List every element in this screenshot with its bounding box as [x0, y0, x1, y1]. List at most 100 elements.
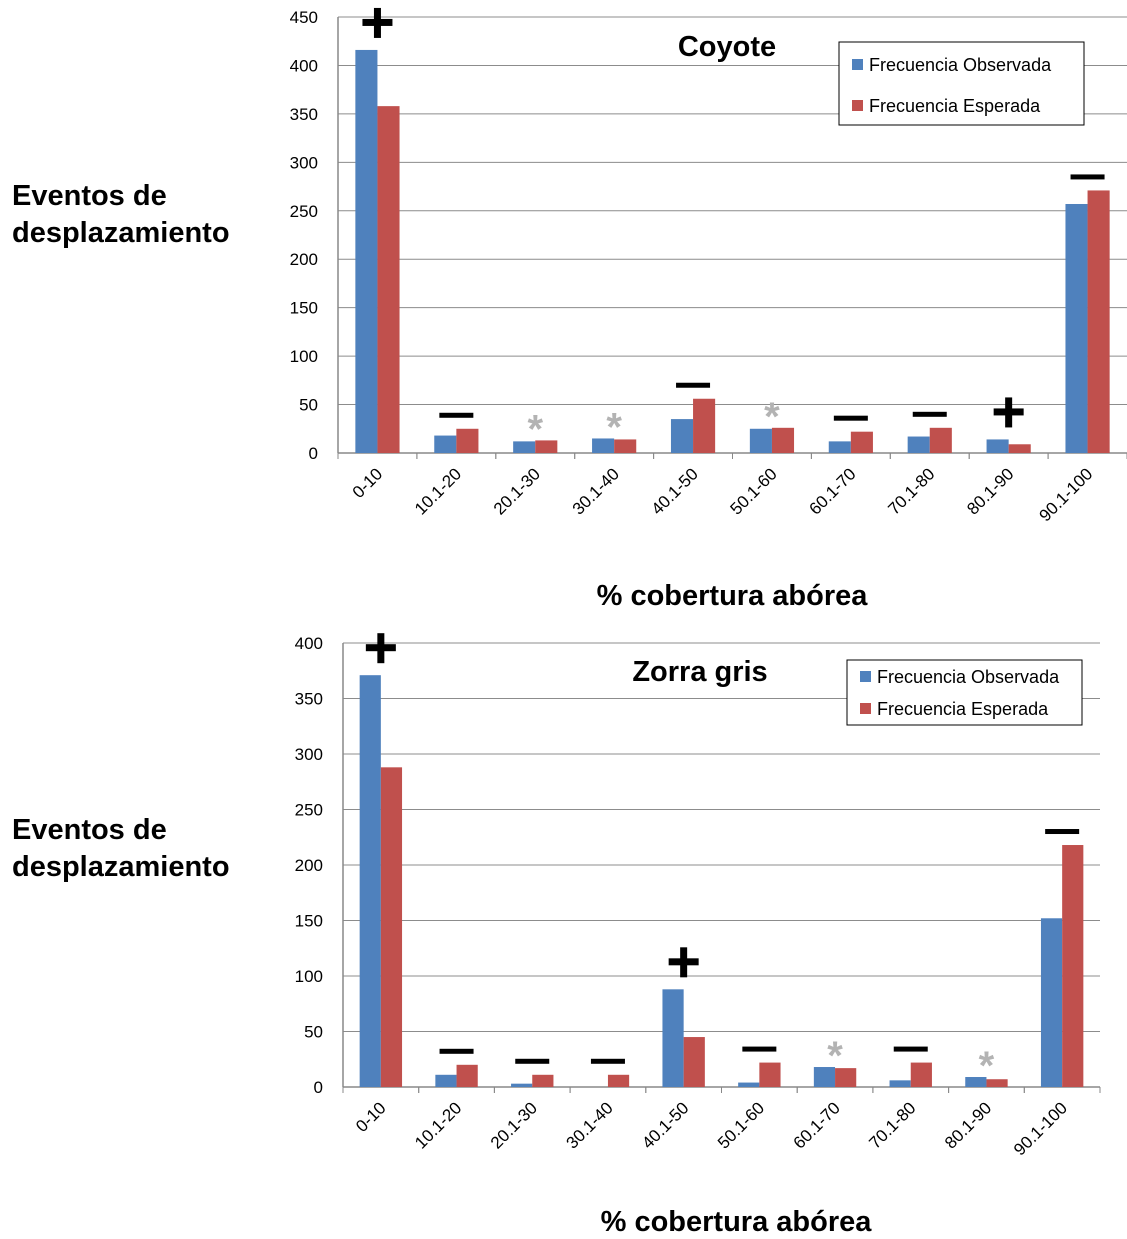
plus-marker-v	[1005, 397, 1013, 428]
legend-swatch-esperada	[852, 100, 863, 111]
bar-esperada	[456, 428, 479, 453]
plus-marker	[365, 633, 396, 664]
y-tick-label: 400	[290, 56, 318, 75]
x-axis-label: % cobertura abórea	[600, 1206, 872, 1238]
bar-observada	[511, 1083, 533, 1087]
chart-title: Coyote	[678, 31, 776, 63]
y-tick-label: 0	[309, 444, 318, 463]
x-tick-label: 20.1-30	[490, 464, 544, 518]
y-tick-label: 100	[290, 347, 318, 366]
x-tick-label: 90.1-100	[1035, 464, 1096, 525]
bar-esperada	[532, 1074, 554, 1087]
legend-swatch-esperada	[860, 703, 871, 714]
x-tick-label: 80.1-90	[963, 464, 1017, 518]
y-tick-label: 300	[295, 745, 323, 764]
x-tick-label: 20.1-30	[487, 1098, 541, 1152]
asterisk-marker: *	[827, 1034, 843, 1078]
legend-label: Frecuencia Esperada	[877, 699, 1049, 719]
minus-marker	[912, 411, 947, 417]
asterisk-marker: *	[764, 395, 780, 439]
minus-marker	[1045, 829, 1080, 835]
y-tick-label: 250	[290, 202, 318, 221]
coyote-chart-panel: Eventos de desplazamiento % cobertura ab…	[12, 7, 1127, 612]
y-tick-label: 200	[295, 856, 323, 875]
bar-esperada	[456, 1064, 478, 1087]
legend-label: Frecuencia Esperada	[869, 96, 1041, 116]
x-tick-label: 60.1-70	[790, 1098, 844, 1152]
coyote-bar-chart: 0 50 100 150 200 250 300 350 400 450 0-10 10.1-20 20…	[290, 7, 1127, 525]
x-tick-label: 40.1-50	[648, 464, 702, 518]
minus-marker	[439, 1048, 474, 1054]
bar-observada	[738, 1082, 760, 1087]
x-tick-label: 30.1-40	[563, 1098, 617, 1152]
chart-title: Zorra gris	[632, 656, 767, 688]
x-tick-label: 90.1-100	[1010, 1098, 1071, 1159]
x-tick-label: 30.1-40	[569, 464, 623, 518]
asterisk-marker: *	[979, 1044, 995, 1088]
y-tick-label: 400	[295, 634, 323, 653]
bar-observada	[749, 428, 772, 453]
bar-observada	[592, 438, 615, 453]
y-tick-label: 350	[295, 690, 323, 709]
x-tick-label: 40.1-50	[638, 1098, 692, 1152]
bar-esperada	[929, 427, 952, 453]
x-tick-label: 60.1-70	[805, 464, 859, 518]
minus-marker	[1070, 174, 1105, 180]
plus-marker	[362, 7, 393, 38]
legend: Frecuencia Observada Frecuencia Esperada	[846, 659, 1083, 726]
legend-label: Frecuencia Observada	[877, 667, 1060, 687]
bar-esperada	[683, 1037, 705, 1087]
bar-observada	[889, 1080, 911, 1087]
legend-box	[846, 659, 1083, 726]
bar-observada	[434, 435, 457, 453]
y-tick-label: 150	[295, 912, 323, 931]
bar-esperada	[910, 1062, 932, 1087]
y-axis-label: Eventos de desplazamiento	[12, 180, 230, 249]
bar-observada	[1065, 203, 1088, 453]
bar-esperada	[380, 767, 403, 1087]
x-tick-label: 50.1-60	[727, 464, 781, 518]
bar-esperada	[986, 1079, 1008, 1087]
bar-observada	[907, 436, 930, 453]
bar-esperada	[1008, 444, 1031, 453]
bar-esperada	[614, 439, 637, 453]
x-tick-label: 50.1-60	[714, 1098, 768, 1152]
minus-marker	[676, 382, 711, 388]
minus-marker	[893, 1046, 928, 1052]
x-tick-label: 70.1-80	[884, 464, 938, 518]
legend: Frecuencia Observada Frecuencia Esperada	[838, 41, 1085, 126]
asterisk-marker: *	[527, 407, 543, 451]
bar-esperada	[771, 427, 795, 453]
x-axis-label: % cobertura abórea	[596, 580, 868, 612]
y-tick-label: 0	[314, 1078, 323, 1097]
x-tick-label: 0-10	[352, 1098, 389, 1135]
legend-swatch-observada	[860, 671, 871, 682]
x-tick-label: 70.1-80	[865, 1098, 919, 1152]
bar-observada	[435, 1074, 457, 1087]
y-tick-label: 250	[295, 801, 323, 820]
bar-esperada	[1062, 845, 1084, 1087]
bar-observada	[662, 989, 684, 1087]
legend-label: Frecuencia Observada	[869, 55, 1052, 75]
bar-esperada	[759, 1062, 781, 1087]
bar-observada	[513, 441, 536, 453]
zorra-gris-chart-panel: Eventos de desplazamiento % cobertura ab…	[0, 620, 1127, 1239]
minus-marker	[833, 415, 868, 421]
bar-esperada	[377, 106, 400, 453]
legend-swatch-observada	[852, 59, 863, 70]
legend-box	[838, 41, 1085, 126]
x-tick-label: 0-10	[349, 464, 386, 501]
bar-observada	[670, 419, 694, 453]
plus-marker-v	[377, 633, 385, 664]
minus-marker	[742, 1046, 777, 1052]
minus-marker	[439, 412, 474, 418]
bar-esperada	[693, 398, 716, 453]
plus-marker	[668, 947, 699, 978]
plus-marker-v	[373, 7, 381, 38]
bar-esperada	[1087, 190, 1110, 454]
bar-observada	[986, 439, 1009, 453]
bar-observada	[355, 49, 378, 453]
y-axis-label: Eventos de desplazamiento	[12, 814, 230, 883]
bar-observada	[1040, 918, 1063, 1087]
minus-marker	[515, 1058, 550, 1064]
